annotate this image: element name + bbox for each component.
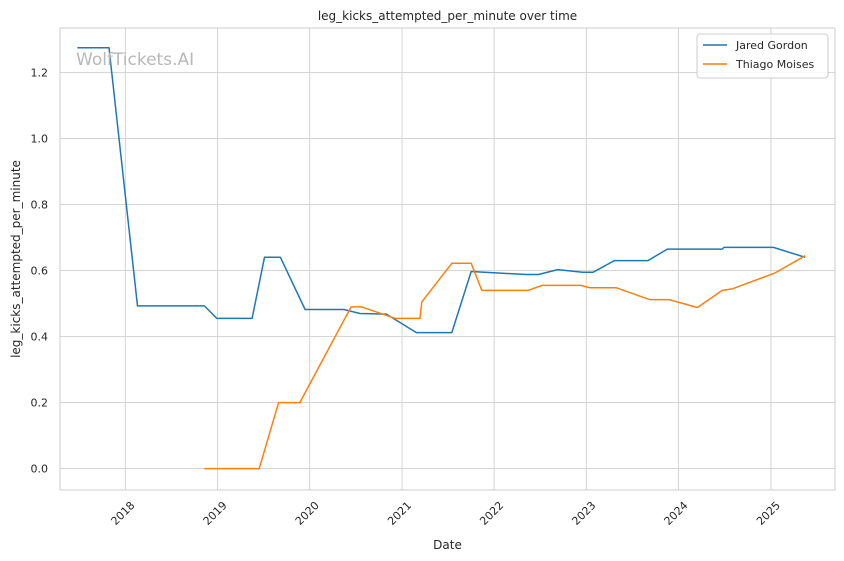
series-layer — [77, 47, 806, 470]
y-tick-label: 0.4 — [31, 331, 49, 344]
watermark: WolfTickets.AI — [76, 50, 194, 70]
y-tick-label: 0.0 — [31, 463, 49, 476]
grid-lines — [60, 28, 835, 490]
legend: Jared Gordon Thiago Moises — [696, 33, 829, 79]
series-line-jared-gordon — [77, 47, 806, 334]
legend-label-thiago-moises: Thiago Moises — [735, 58, 814, 71]
y-tick-label: 0.6 — [31, 265, 49, 278]
chart-title: leg_kicks_attempted_per_minute over time — [318, 9, 577, 23]
y-tick-label: 1.0 — [31, 133, 49, 146]
legend-box — [696, 33, 829, 79]
series-line-thiago-moises — [204, 255, 806, 470]
y-axis-label: leg_kicks_attempted_per_minute — [9, 160, 23, 358]
plot-frame — [59, 27, 836, 491]
legend-label-jared-gordon: Jared Gordon — [735, 39, 808, 52]
y-axis-ticks: 0.0 0.2 0.4 0.6 0.8 1.0 1.2 — [31, 67, 49, 476]
plot-area — [60, 28, 835, 490]
y-tick-label: 0.2 — [31, 397, 49, 410]
y-tick-label: 1.2 — [31, 67, 49, 80]
y-tick-label: 0.8 — [31, 199, 49, 212]
x-axis-label: Date — [433, 538, 462, 552]
